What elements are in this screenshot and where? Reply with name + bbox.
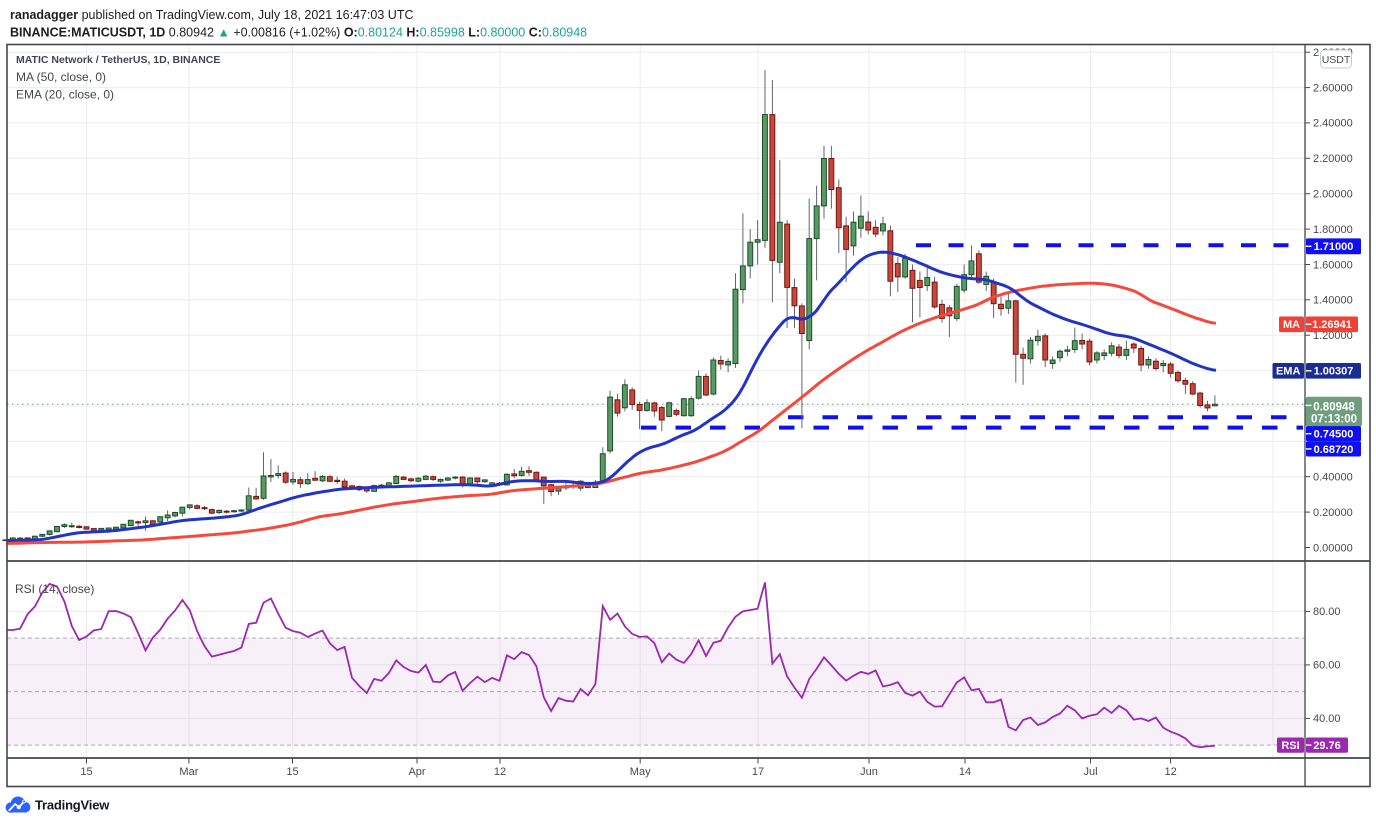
svg-text:RSI: RSI bbox=[1281, 740, 1299, 752]
svg-text:2.40000: 2.40000 bbox=[1313, 118, 1353, 130]
svg-text:May: May bbox=[630, 766, 651, 778]
svg-text:1.60000: 1.60000 bbox=[1313, 259, 1353, 271]
svg-text:1.20000: 1.20000 bbox=[1313, 330, 1353, 342]
svg-text:MATIC Network / TetherUS, 1D,: MATIC Network / TetherUS, 1D, BINANCE bbox=[16, 54, 220, 66]
svg-text:2.20000: 2.20000 bbox=[1313, 153, 1353, 165]
svg-text:2.60000: 2.60000 bbox=[1313, 82, 1353, 94]
svg-text:0.40000: 0.40000 bbox=[1313, 472, 1353, 484]
svg-text:MA (50, close, 0): MA (50, close, 0) bbox=[16, 70, 106, 84]
svg-text:0.20000: 0.20000 bbox=[1313, 507, 1353, 519]
svg-text:Mar: Mar bbox=[179, 766, 198, 778]
svg-text:29.76: 29.76 bbox=[1313, 740, 1341, 752]
svg-text:1.00307: 1.00307 bbox=[1314, 366, 1354, 378]
svg-text:Jun: Jun bbox=[860, 766, 878, 778]
svg-text:1.71000: 1.71000 bbox=[1314, 241, 1354, 253]
svg-text:07:13:00: 07:13:00 bbox=[1311, 414, 1357, 426]
svg-text:1.40000: 1.40000 bbox=[1313, 295, 1353, 307]
svg-text:12: 12 bbox=[1164, 766, 1176, 778]
svg-text:0.68720: 0.68720 bbox=[1314, 444, 1354, 456]
svg-text:60.00: 60.00 bbox=[1313, 660, 1341, 672]
svg-text:0.00000: 0.00000 bbox=[1313, 542, 1353, 554]
svg-text:Jul: Jul bbox=[1083, 766, 1097, 778]
svg-text:RSI (14, close): RSI (14, close) bbox=[15, 582, 94, 596]
svg-text:12: 12 bbox=[494, 766, 506, 778]
svg-text:2.00000: 2.00000 bbox=[1313, 189, 1353, 201]
svg-text:1.26941: 1.26941 bbox=[1312, 319, 1352, 331]
svg-text:1.80000: 1.80000 bbox=[1313, 224, 1353, 236]
svg-text:80.00: 80.00 bbox=[1313, 606, 1341, 618]
svg-text:0.74500: 0.74500 bbox=[1314, 429, 1354, 441]
svg-text:MA: MA bbox=[1283, 319, 1300, 331]
svg-text:USDT: USDT bbox=[1322, 54, 1351, 66]
svg-text:15: 15 bbox=[286, 766, 298, 778]
svg-text:BINANCE:MATICUSDT, 1D 0.80942: BINANCE:MATICUSDT, 1D 0.80942 ▲ +0.00816… bbox=[10, 26, 587, 40]
svg-text:15: 15 bbox=[80, 766, 92, 778]
svg-text:17: 17 bbox=[752, 766, 764, 778]
svg-text:TradingView: TradingView bbox=[35, 798, 110, 813]
svg-text:0.80948: 0.80948 bbox=[1313, 401, 1355, 413]
svg-text:40.00: 40.00 bbox=[1313, 713, 1341, 725]
svg-text:EMA: EMA bbox=[1276, 366, 1301, 378]
svg-text:EMA (20, close, 0): EMA (20, close, 0) bbox=[16, 88, 114, 102]
svg-text:14: 14 bbox=[959, 766, 971, 778]
svg-text:Apr: Apr bbox=[408, 766, 425, 778]
svg-text:ranadagger published on Tradin: ranadagger published on TradingView.com,… bbox=[10, 8, 414, 22]
